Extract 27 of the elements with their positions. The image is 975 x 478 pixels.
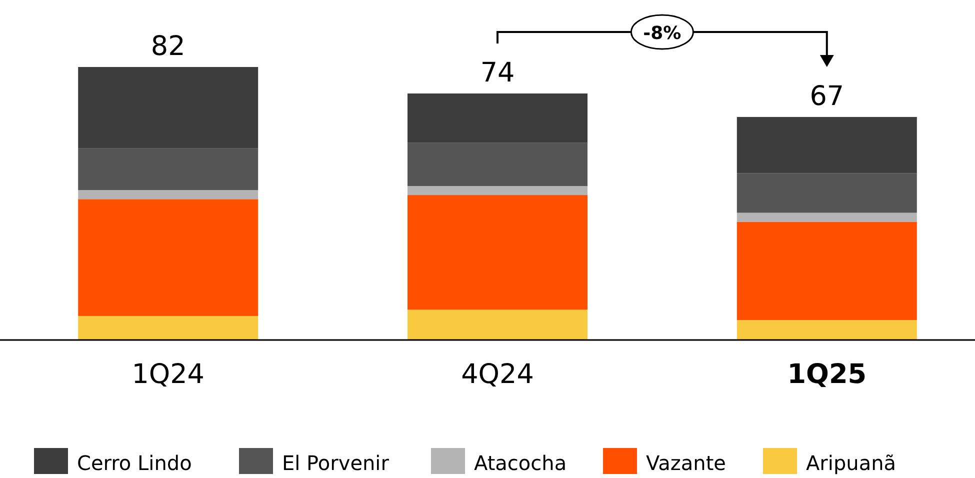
bar <box>78 199 258 316</box>
legend-label: El Porvenir <box>282 451 390 475</box>
bar <box>408 142 588 186</box>
bar <box>736 173 917 213</box>
bar <box>408 186 588 196</box>
legend-label: Aripuanã <box>806 451 896 475</box>
annotation: 82 <box>150 31 186 62</box>
bar <box>408 93 588 143</box>
bar <box>736 212 917 222</box>
bar <box>408 195 588 310</box>
bar <box>736 116 917 174</box>
legend-label: Atacocha <box>474 451 567 475</box>
bar <box>736 320 917 340</box>
bar <box>78 190 258 200</box>
x-tick-label: 4Q24 <box>461 359 534 390</box>
bar <box>78 316 258 340</box>
annotation: 74 <box>480 57 515 88</box>
bar <box>408 310 588 340</box>
text: -8% <box>643 23 682 44</box>
legend-label: Cerro Lindo <box>77 451 192 475</box>
x-tick-label: 1Q25 <box>787 359 867 390</box>
x-tick-label: 1Q24 <box>132 359 205 390</box>
bar <box>736 222 917 320</box>
bar <box>78 148 258 190</box>
annotation: 67 <box>810 80 844 112</box>
bar <box>78 67 258 148</box>
legend-label: Vazante <box>646 451 726 475</box>
